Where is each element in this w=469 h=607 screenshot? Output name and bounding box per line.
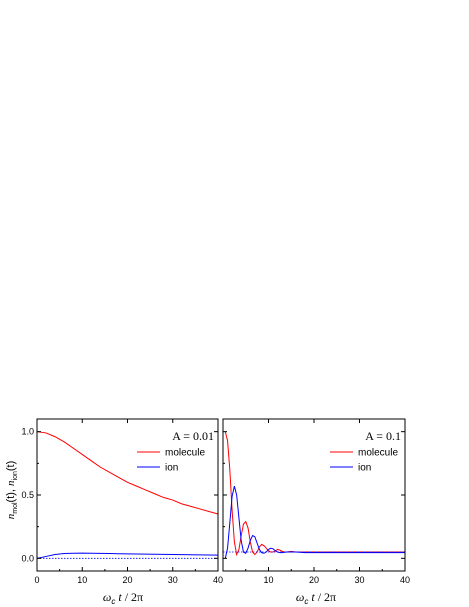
x-tick-label-right-1: 10 [263, 575, 273, 585]
plot-area-right [223, 431, 405, 559]
series-line-right-ion [224, 486, 405, 559]
legend-left-molecule-label: molecule [165, 448, 205, 459]
panel-left: A = 0.01 molecule ion 0 10 20 30 40 0.0 0.5 1.… [21, 418, 223, 606]
y-tick-label-left-0: 0.0 [21, 553, 34, 563]
series-line-left-ion [36, 552, 219, 559]
x-tick-label-left-2: 20 [122, 575, 132, 585]
x-tick-label-left-1: 10 [77, 575, 87, 585]
x-axis-label-left: ωc t / 2π [103, 590, 143, 606]
x-ticks-right: 10 20 30 40 [222, 419, 410, 585]
panel-left-annotation: A = 0.01 [172, 429, 214, 443]
legend-left: molecule ion [137, 448, 205, 474]
legend-right-molecule-label: molecule [358, 448, 398, 459]
y-tick-label-left-1: 0.5 [21, 490, 34, 500]
plot-area-left [36, 431, 219, 559]
panel-right: A = 0.1 molecule ion 10 20 30 40 ωc t / 2π [222, 418, 410, 606]
y-axis-label: nmol(t), nion(t) [5, 461, 19, 520]
x-tick-label-right-2: 20 [309, 575, 319, 585]
y-ticks-left: 0.0 0.5 1.0 [21, 427, 218, 563]
y-ticks-right [223, 431, 405, 559]
x-tick-label-right-4: 40 [400, 575, 410, 585]
x-tick-label-left-3: 30 [168, 575, 178, 585]
y-tick-label-left-2: 1.0 [21, 427, 34, 437]
legend-left-ion-label: ion [165, 463, 178, 474]
legend-right: molecule ion [330, 448, 398, 474]
x-axis-label-right: ωc t / 2π [296, 590, 336, 606]
legend-right-ion-label: ion [358, 463, 371, 474]
x-tick-label-right-3: 30 [354, 575, 364, 585]
x-ticks-left: 0 10 20 30 40 [34, 419, 223, 585]
x-tick-label-left-0: 0 [34, 575, 39, 585]
panel-right-annotation: A = 0.1 [365, 429, 401, 443]
x-tick-label-left-4: 40 [213, 575, 223, 585]
series-line-left-molecule [36, 431, 219, 515]
